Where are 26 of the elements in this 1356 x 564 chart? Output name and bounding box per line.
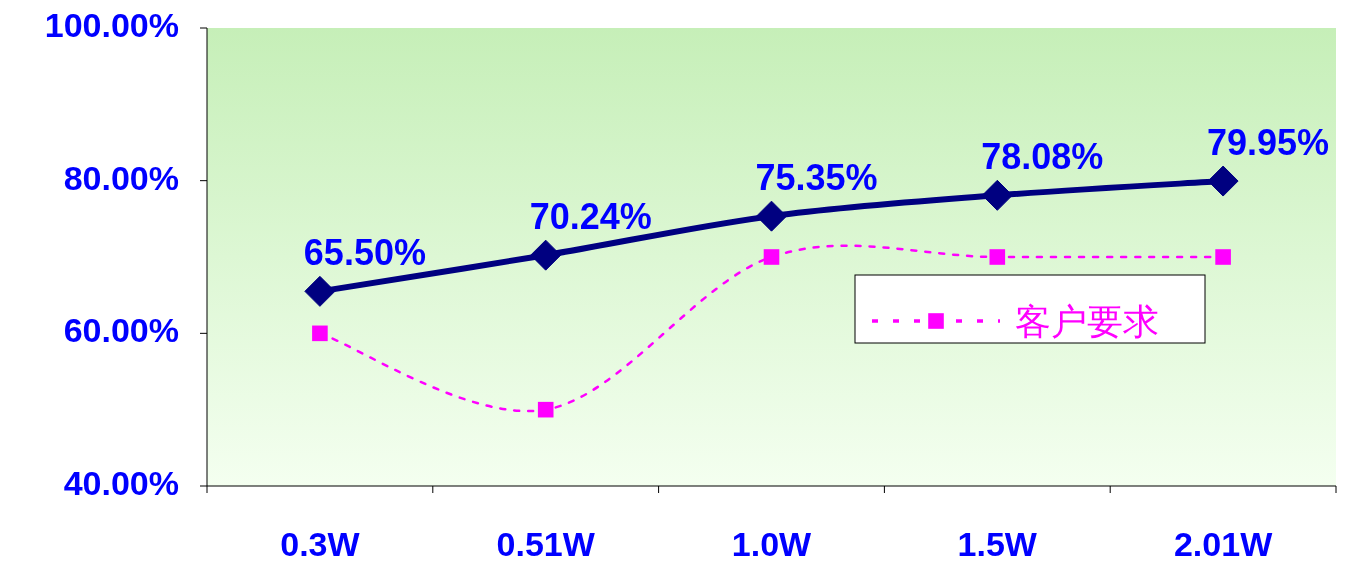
x-tick-label: 1.5W: [957, 525, 1038, 563]
legend: 客户要求: [854, 274, 1206, 344]
x-tick-label: 2.01W: [1173, 525, 1274, 563]
data-label: 65.50%: [303, 232, 426, 274]
x-tick-label: 0.3W: [280, 525, 361, 563]
point: [1215, 249, 1231, 265]
point: [537, 401, 554, 418]
point: [1207, 165, 1239, 197]
data-label: 78.08%: [981, 136, 1104, 178]
y-tick-label: 60.00%: [63, 311, 179, 350]
point: [304, 275, 336, 307]
point: [763, 249, 780, 265]
point: [981, 179, 1013, 211]
point: [989, 249, 1006, 265]
y-tick-label: 40.00%: [63, 463, 179, 502]
point: [756, 200, 787, 232]
x-tick-label: 0.51W: [496, 525, 596, 563]
point: [530, 239, 562, 271]
data-label: 75.35%: [755, 157, 878, 199]
x-tick-label: 1.0W: [731, 525, 813, 563]
data-label: 79.95%: [1207, 122, 1330, 164]
legend-label: 客户要求: [1015, 301, 1159, 342]
y-tick-label: 80.00%: [63, 158, 179, 197]
point: [312, 325, 328, 342]
y-tick-label: 100.00%: [44, 5, 179, 44]
data-label: 70.24%: [529, 196, 652, 238]
